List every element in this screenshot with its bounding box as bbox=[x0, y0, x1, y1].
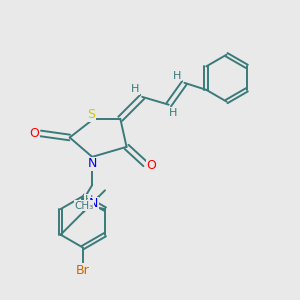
Text: O: O bbox=[29, 127, 39, 140]
Text: H: H bbox=[85, 195, 93, 205]
Text: Br: Br bbox=[76, 263, 90, 277]
Text: H: H bbox=[173, 71, 182, 81]
Text: S: S bbox=[87, 109, 95, 122]
Text: N: N bbox=[89, 197, 98, 210]
Text: H: H bbox=[169, 107, 178, 118]
Text: CH₃: CH₃ bbox=[74, 201, 94, 211]
Text: H: H bbox=[131, 84, 140, 94]
Text: O: O bbox=[147, 159, 157, 172]
Text: N: N bbox=[88, 157, 97, 170]
